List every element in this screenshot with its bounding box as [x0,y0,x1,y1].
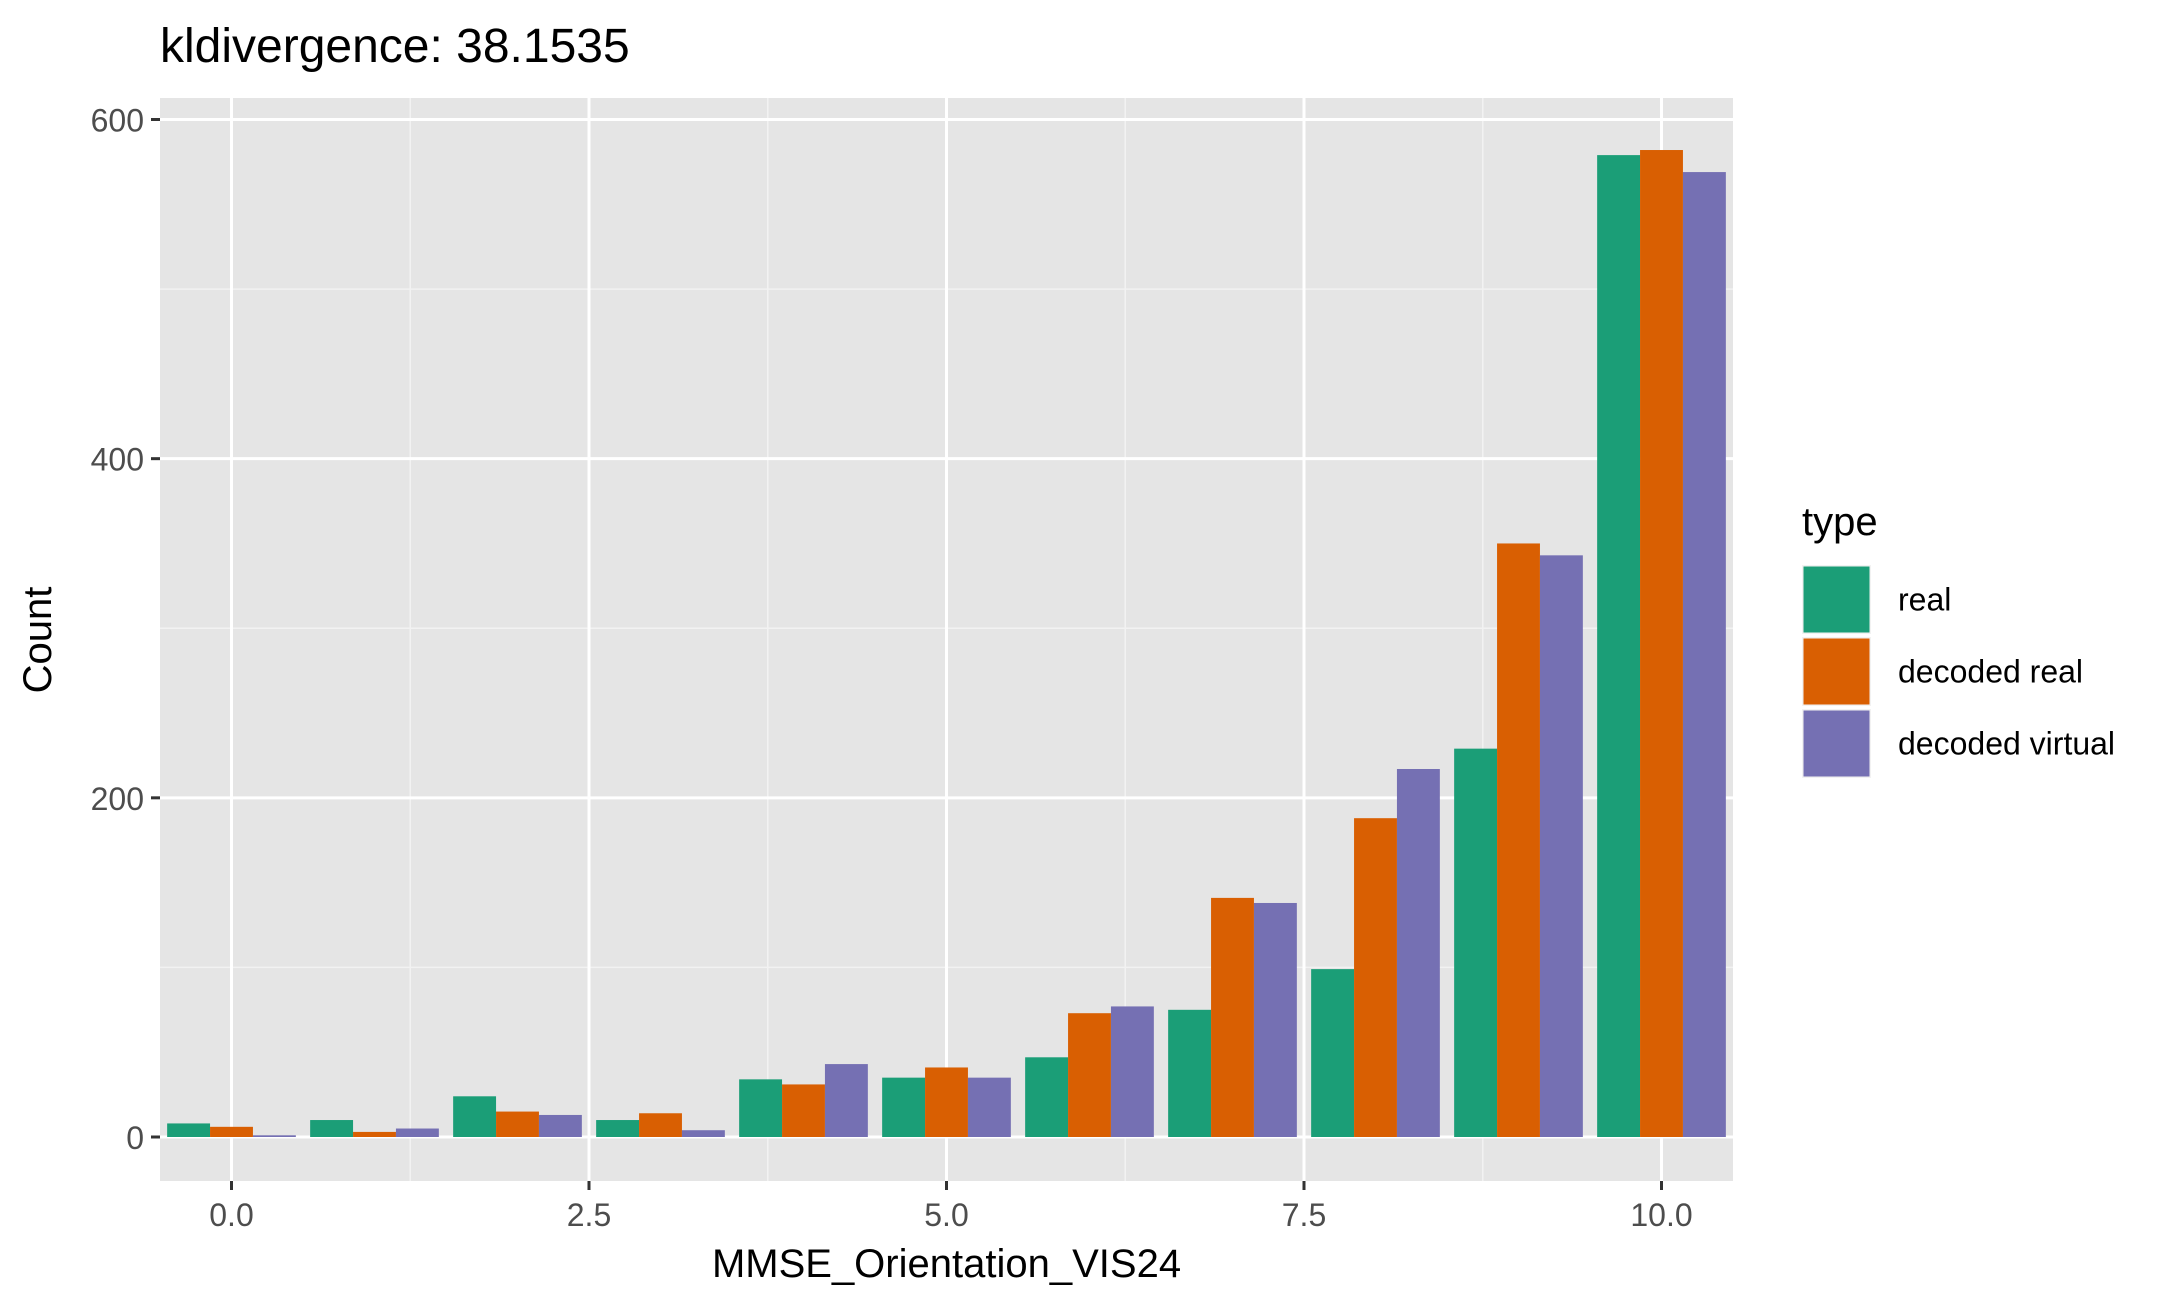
bar-real-7 [1168,1009,1212,1137]
bar-decoded-virtual-1 [395,1128,439,1137]
legend-title: type [1802,500,1878,544]
bar-decoded-virtual-7 [1253,902,1297,1137]
bar-decoded-virtual-6 [1110,1006,1154,1137]
x-tick-label: 10.0 [1630,1197,1692,1233]
x-tick-label: 7.5 [1282,1197,1326,1233]
bar-real-3 [596,1120,640,1137]
bar-decoded-real-7 [1211,897,1254,1137]
y-tick-label: 400 [91,442,144,478]
bar-decoded-real-9 [1497,543,1540,1137]
bar-decoded-virtual-9 [1539,555,1583,1137]
bar-decoded-real-5 [925,1067,968,1137]
x-tick-label: 5.0 [924,1197,968,1233]
bar-decoded-real-10 [1640,150,1683,1137]
legend-items: real decoded real decoded virtual [1802,565,2115,778]
legend-label: decoded virtual [1898,726,2115,762]
x-tick-label: 2.5 [567,1197,611,1233]
bar-real-4 [739,1079,783,1137]
bar-real-2 [453,1096,497,1137]
bar-decoded-real-4 [782,1084,825,1137]
bars [167,150,1726,1138]
bar-decoded-real-1 [353,1131,396,1137]
legend-key-decoded-virtual [1803,710,1870,777]
bar-decoded-virtual-4 [824,1064,868,1137]
legend: type real decoded real decoded virtual [1802,500,2115,778]
bar-real-1 [310,1120,354,1137]
bar-decoded-real-0 [210,1126,253,1137]
bar-decoded-virtual-0 [252,1135,296,1137]
y-axis-label: Count [16,587,60,694]
bar-real-10 [1597,155,1641,1138]
bar-real-8 [1311,969,1355,1137]
bar-real-6 [1025,1057,1069,1137]
y-axis: 0 200 400 600 [91,103,160,1156]
y-tick-label: 600 [91,103,144,139]
bar-decoded-virtual-8 [1396,769,1440,1137]
legend-key-real [1803,566,1870,633]
x-axis-label: MMSE_Orientation_VIS24 [712,1242,1181,1286]
y-tick-label: 200 [91,781,144,817]
bar-decoded-virtual-10 [1682,172,1726,1138]
bar-decoded-real-2 [496,1111,539,1137]
legend-label: real [1898,582,1951,618]
bar-decoded-virtual-3 [681,1130,725,1137]
bar-decoded-real-8 [1354,818,1397,1137]
bar-real-5 [882,1077,926,1137]
bar-real-9 [1454,748,1498,1137]
bar-decoded-real-6 [1068,1013,1111,1137]
legend-key-decoded-real [1803,638,1870,705]
bar-decoded-real-3 [639,1113,682,1137]
chart-title: kldivergence: 38.1535 [160,20,630,73]
bar-decoded-virtual-5 [967,1077,1011,1137]
bar-decoded-virtual-2 [538,1114,582,1137]
bar-real-0 [167,1123,211,1137]
legend-label: decoded real [1898,654,2083,690]
x-axis: 0.0 2.5 5.0 7.5 10.0 [209,1181,1693,1233]
x-tick-label: 0.0 [209,1197,253,1233]
y-tick-label: 0 [126,1120,144,1156]
